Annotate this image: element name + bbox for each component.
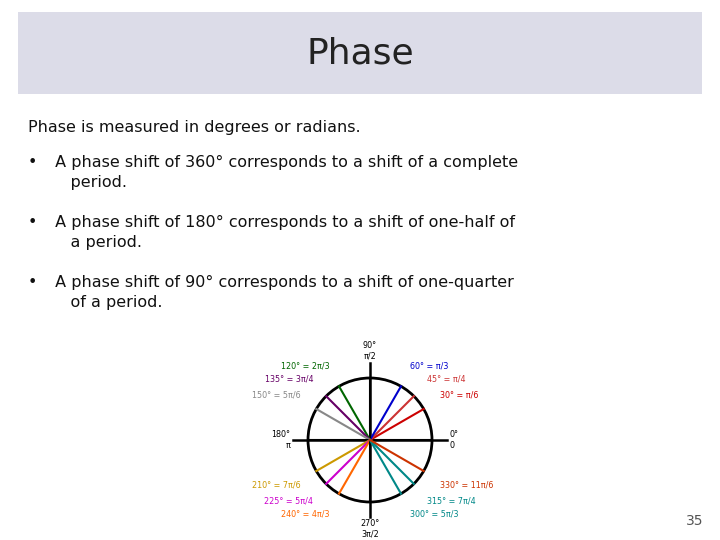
Text: 90°
π/2: 90° π/2 (363, 341, 377, 361)
Text: 35: 35 (685, 514, 703, 528)
Text: A phase shift of 180° corresponds to a shift of one-half of: A phase shift of 180° corresponds to a s… (50, 215, 515, 230)
Text: 135° = 3π/4: 135° = 3π/4 (264, 374, 313, 383)
Text: •: • (28, 215, 37, 230)
Text: 30° = π/6: 30° = π/6 (440, 391, 478, 400)
Text: 180°
π: 180° π (271, 430, 291, 450)
Text: A phase shift of 360° corresponds to a shift of a complete: A phase shift of 360° corresponds to a s… (50, 155, 518, 170)
Text: 270°
3π/2: 270° 3π/2 (361, 519, 379, 539)
Text: A phase shift of 90° corresponds to a shift of one-quarter: A phase shift of 90° corresponds to a sh… (50, 275, 514, 290)
Text: Phase: Phase (306, 36, 414, 70)
Text: 210° = 7π/6: 210° = 7π/6 (251, 480, 300, 489)
Text: 120° = 2π/3: 120° = 2π/3 (281, 361, 330, 370)
Text: period.: period. (50, 175, 127, 190)
Text: of a period.: of a period. (50, 295, 163, 310)
Text: 60° = π/3: 60° = π/3 (410, 361, 449, 370)
Text: 240° = 4π/3: 240° = 4π/3 (282, 510, 330, 519)
Bar (18, 12, 702, 94)
Text: •: • (28, 155, 37, 170)
Text: a period.: a period. (50, 235, 142, 250)
Text: 315° = 7π/4: 315° = 7π/4 (427, 497, 476, 506)
Text: 300° = 5π/3: 300° = 5π/3 (410, 510, 459, 519)
Text: 45° = π/4: 45° = π/4 (427, 374, 466, 383)
Text: 330° = 11π/6: 330° = 11π/6 (440, 480, 493, 489)
Text: •: • (28, 275, 37, 290)
Text: 0°
0: 0° 0 (449, 430, 459, 450)
Text: Phase is measured in degrees or radians.: Phase is measured in degrees or radians. (28, 120, 361, 135)
Text: 150° = 5π/6: 150° = 5π/6 (251, 391, 300, 400)
Text: 225° = 5π/4: 225° = 5π/4 (264, 497, 313, 506)
